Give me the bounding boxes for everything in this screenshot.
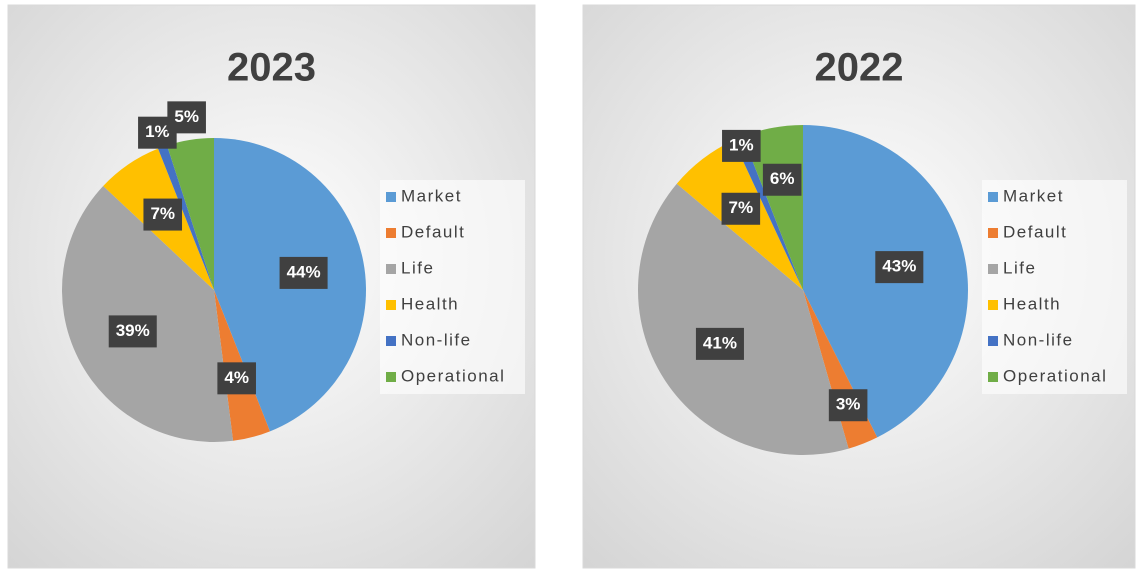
legend-label: Non-life [401,330,472,349]
data-label-text: 1% [145,122,170,141]
data-label: 7% [721,192,761,225]
legend-swatch [386,336,396,346]
data-label: 4% [217,362,256,395]
data-label: 41% [695,327,744,360]
pie-slice [62,185,234,442]
legend-swatch [386,300,396,310]
data-label-box [875,251,924,284]
legend-label: Market [1003,186,1064,205]
legend-label: Market [401,186,462,205]
legend-swatch [386,372,396,382]
data-label-text: 6% [770,169,795,188]
legend-label: Health [401,294,459,313]
data-label-box [762,163,802,196]
legend-label: Life [401,258,434,277]
legend-label: Non-life [1003,330,1074,349]
chart-title: 2022 [815,46,904,90]
legend-swatch [386,264,396,274]
legend-swatch [988,372,998,382]
pie-slice [158,145,214,290]
data-label-box [722,129,761,162]
legend-box [982,180,1127,394]
legend-label: Health [1003,294,1061,313]
data-label-text: 41% [703,333,737,352]
chart-title: 2023 [227,46,316,90]
data-label-box [143,198,183,231]
pie-slice [638,183,849,455]
data-label-text: 5% [174,107,199,126]
pie-slice [167,138,214,290]
legend-swatch [988,264,998,274]
data-label-box [721,192,761,225]
pie-slice [733,136,803,290]
data-label-text: 43% [882,257,916,276]
data-label-text: 44% [287,262,321,281]
data-label-box [828,389,868,422]
legend-label: Default [401,222,465,241]
data-label-text: 3% [836,395,861,414]
data-label: 44% [279,256,328,289]
data-label-box [217,362,256,395]
data-label: 3% [828,389,868,422]
legend-swatch [386,192,396,202]
legend-swatch [988,192,998,202]
data-label-text: 4% [224,368,249,387]
legend-box [380,180,525,394]
legend-label: Operational [401,366,505,385]
data-label-text: 1% [729,135,754,154]
data-label-box [695,327,744,360]
legend-swatch [988,336,998,346]
data-label: 43% [875,251,924,284]
data-label-text: 7% [150,204,175,223]
data-label-text: 7% [729,198,754,217]
data-label-box [108,315,157,348]
legend-label: Default [1003,222,1067,241]
legend-swatch [386,228,396,238]
data-label: 7% [143,198,183,231]
legend-label: Life [1003,258,1036,277]
data-label: 39% [108,315,157,348]
data-label-box [167,101,206,134]
data-label: 6% [762,163,802,196]
data-label-text: 39% [116,321,150,340]
legend-swatch [988,228,998,238]
legend-swatch [988,300,998,310]
data-label-box [279,256,328,289]
data-label: 1% [722,129,761,162]
legend-label: Operational [1003,366,1107,385]
data-label: 5% [167,101,206,134]
